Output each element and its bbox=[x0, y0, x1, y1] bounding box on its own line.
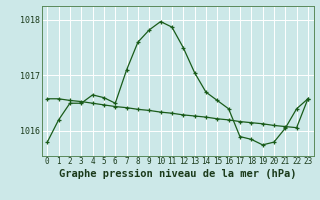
X-axis label: Graphe pression niveau de la mer (hPa): Graphe pression niveau de la mer (hPa) bbox=[59, 169, 296, 179]
